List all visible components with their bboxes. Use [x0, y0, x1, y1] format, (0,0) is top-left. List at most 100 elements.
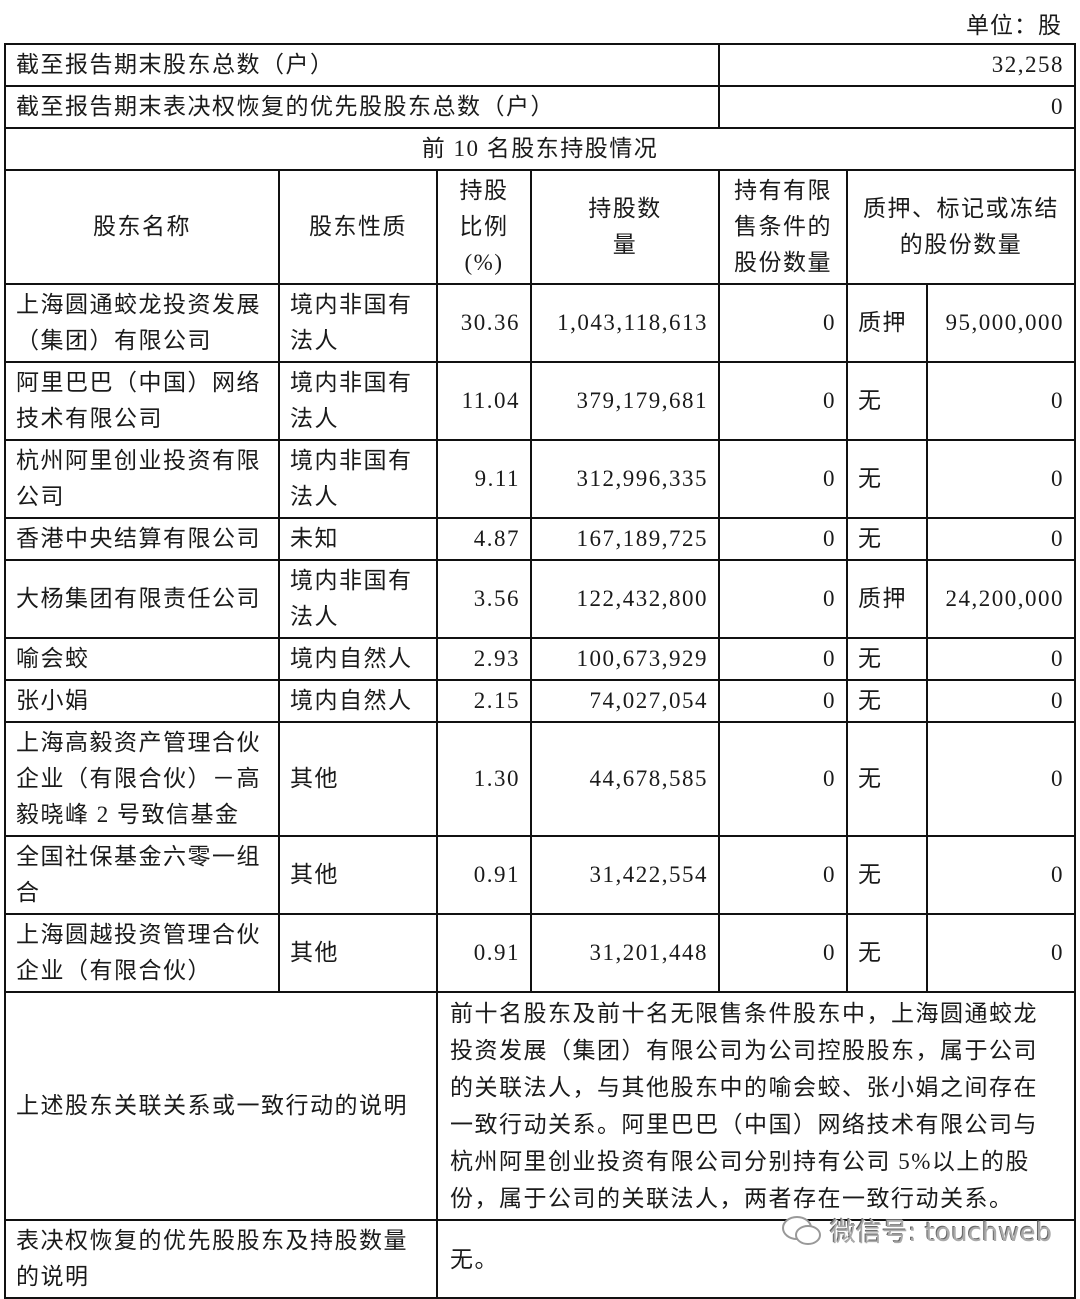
section-title-row: 前 10 名股东持股情况	[3, 127, 1077, 171]
table-row: 阿里巴巴（中国）网络技术有限公司 境内非国有法人 11.04 379,179,681 0…	[4, 361, 1077, 441]
holding-ratio: 11.04	[436, 361, 532, 441]
pledge-status: 无	[846, 835, 928, 915]
table-row: 杭州阿里创业投资有限公司 境内非国有法人 9.11 312,996,335 0 无 0	[4, 439, 1077, 519]
pledge-status: 质押	[846, 559, 928, 639]
shareholder-name: 香港中央结算有限公司	[4, 517, 280, 561]
holding-ratio: 0.91	[436, 913, 532, 993]
table-row: 全国社保基金六零一组合 其他 0.91 31,422,554 0 无 0	[4, 835, 1077, 915]
holding-ratio: 2.93	[436, 637, 532, 681]
pledge-count: 0	[925, 361, 1077, 441]
header-restricted: 持有有限售条件的股份数量	[718, 169, 848, 285]
pledge-count: 0	[925, 835, 1077, 915]
summary-value: 32,258	[717, 43, 1077, 87]
pledge-count: 0	[925, 637, 1077, 681]
shareholder-name: 阿里巴巴（中国）网络技术有限公司	[4, 361, 280, 441]
pledge-count: 0	[925, 517, 1077, 561]
table-row: 香港中央结算有限公司 未知 4.87 167,189,725 0 无 0	[4, 517, 1077, 561]
pledge-status: 质押	[846, 283, 928, 363]
pledge-count: 0	[925, 913, 1077, 993]
holding-ratio: 1.30	[436, 721, 532, 837]
shareholder-nature: 其他	[278, 913, 438, 993]
header-nature: 股东性质	[278, 169, 438, 285]
shareholder-nature: 其他	[278, 835, 438, 915]
holding-ratio: 30.36	[436, 283, 532, 363]
table-row: 上海高毅资产管理合伙企业（有限合伙）－高毅晓峰 2 号致信基金 其他 1.30 44,…	[4, 721, 1077, 837]
header-row: 股东名称 股东性质 持股比例(%) 持股数量 持有有限售条件的股份数量 质押、标…	[4, 169, 1077, 285]
restricted-shares: 0	[718, 559, 848, 639]
share-count: 74,027,054	[530, 679, 720, 723]
wechat-icon	[782, 1215, 821, 1245]
pledge-count: 0	[925, 721, 1077, 837]
shareholder-name: 上海圆通蛟龙投资发展（集团）有限公司	[4, 283, 280, 363]
share-count: 31,201,448	[530, 913, 720, 993]
summary-label: 截至报告期末表决权恢复的优先股股东总数（户）	[4, 85, 720, 129]
shareholder-nature: 未知	[278, 517, 438, 561]
pledge-status: 无	[846, 913, 928, 993]
note-row: 上述股东关联关系或一致行动的说明 前十名股东及前十名无限售条件股东中，上海圆通蛟龙…	[4, 991, 1077, 1221]
header-name: 股东名称	[4, 169, 280, 285]
summary-value: 0	[717, 85, 1077, 129]
table-row: 大杨集团有限责任公司 境内非国有法人 3.56 122,432,800 0 质押 24,20…	[4, 559, 1077, 639]
pledge-count: 0	[925, 439, 1077, 519]
holding-ratio: 0.91	[436, 835, 532, 915]
header-ratio: 持股比例(%)	[436, 169, 532, 285]
summary-label: 截至报告期末股东总数（户）	[4, 43, 720, 87]
shareholder-name: 张小娟	[4, 679, 280, 723]
shareholder-name: 上海高毅资产管理合伙企业（有限合伙）－高毅晓峰 2 号致信基金	[4, 721, 280, 837]
note-label: 表决权恢复的优先股股东及持股数量的说明	[4, 1219, 438, 1299]
holding-ratio: 2.15	[436, 679, 532, 723]
holding-ratio: 4.87	[436, 517, 532, 561]
table-row: 喻会蛟 境内自然人 2.93 100,673,929 0 无 0	[4, 637, 1077, 681]
note-text: 前十名股东及前十名无限售条件股东中，上海圆通蛟龙投资发展（集团）有限公司为公司控…	[435, 991, 1077, 1221]
shareholder-nature: 其他	[278, 721, 438, 837]
share-count: 1,043,118,613	[530, 283, 720, 363]
note-label: 上述股东关联关系或一致行动的说明	[4, 991, 438, 1221]
table-row: 上海圆通蛟龙投资发展（集团）有限公司 境内非国有法人 30.36 1,043,118,…	[4, 283, 1077, 363]
restricted-shares: 0	[718, 835, 848, 915]
shareholder-name: 大杨集团有限责任公司	[4, 559, 280, 639]
pledge-count: 0	[925, 679, 1077, 723]
pledge-status: 无	[846, 679, 928, 723]
shareholder-nature: 境内非国有法人	[278, 439, 438, 519]
shareholder-name: 全国社保基金六零一组合	[4, 835, 280, 915]
restricted-shares: 0	[718, 439, 848, 519]
share-count: 31,422,554	[530, 835, 720, 915]
pledge-status: 无	[846, 637, 928, 681]
header-shares: 持股数量	[530, 169, 720, 285]
shareholder-nature: 境内非国有法人	[278, 283, 438, 363]
watermark-text: 微信号: touchweb	[830, 1218, 1053, 1248]
holding-ratio: 9.11	[436, 439, 532, 519]
pledge-status: 无	[846, 361, 928, 441]
restricted-shares: 0	[718, 913, 848, 993]
pledge-count: 24,200,000	[925, 559, 1077, 639]
share-count: 312,996,335	[530, 439, 720, 519]
header-pledge: 质押、标记或冻结的股份数量	[845, 169, 1077, 285]
restricted-shares: 0	[718, 637, 848, 681]
shareholder-name: 喻会蛟	[4, 637, 280, 681]
share-count: 44,678,585	[530, 721, 720, 837]
pledge-status: 无	[846, 517, 928, 561]
shareholder-name: 杭州阿里创业投资有限公司	[4, 439, 280, 519]
unit-label: 单位：股	[966, 13, 1062, 38]
watermark: 微信号: touchweb	[780, 1212, 1052, 1249]
shareholder-nature: 境内非国有法人	[278, 559, 438, 639]
shareholder-nature: 境内非国有法人	[278, 361, 438, 441]
restricted-shares: 0	[718, 283, 848, 363]
shareholder-nature: 境内自然人	[278, 637, 438, 681]
restricted-shares: 0	[718, 361, 848, 441]
share-count: 100,673,929	[530, 637, 720, 681]
section-title: 前 10 名股东持股情况	[3, 127, 1077, 171]
summary-row-preferred: 截至报告期末表决权恢复的优先股股东总数（户） 0	[4, 85, 1077, 129]
shareholder-table: 截至报告期末股东总数（户） 32,258 截至报告期末表决权恢复的优先股股东总数…	[3, 43, 1077, 1299]
restricted-shares: 0	[718, 679, 848, 723]
holding-ratio: 3.56	[436, 559, 532, 639]
share-count: 167,189,725	[530, 517, 720, 561]
share-count: 122,432,800	[530, 559, 720, 639]
shareholder-name: 上海圆越投资管理合伙企业（有限合伙）	[4, 913, 280, 993]
restricted-shares: 0	[718, 517, 848, 561]
table-row: 上海圆越投资管理合伙企业（有限合伙） 其他 0.91 31,201,448 0 无 0	[4, 913, 1077, 993]
pledge-status: 无	[846, 439, 928, 519]
shareholder-nature: 境内自然人	[278, 679, 438, 723]
pledge-status: 无	[846, 721, 928, 837]
pledge-count: 95,000,000	[925, 283, 1077, 363]
